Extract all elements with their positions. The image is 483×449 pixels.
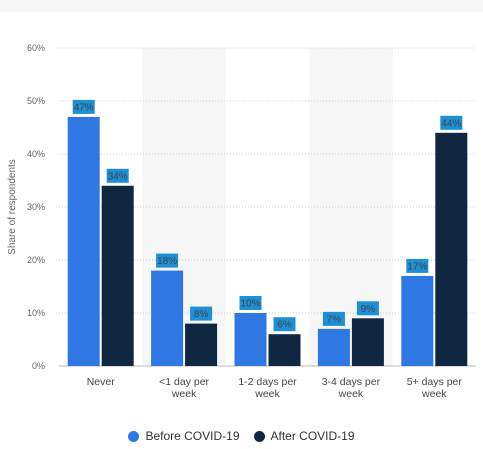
bar xyxy=(268,334,301,366)
x-tick-label: 1-2 days per week xyxy=(238,376,297,400)
bar xyxy=(401,275,434,366)
legend-item-after[interactable]: After COVID-19 xyxy=(253,429,355,443)
y-tick-label: 60% xyxy=(27,43,45,53)
data-label: 7% xyxy=(327,314,342,325)
data-label: 6% xyxy=(277,320,292,331)
data-label: 17% xyxy=(407,261,427,272)
data-label-badge xyxy=(106,168,129,183)
legend-item-before[interactable]: Before COVID-19 xyxy=(128,429,240,443)
x-tick-label-line: Never xyxy=(87,376,116,388)
x-tick-label-line: <1 day per xyxy=(159,376,209,388)
data-label-badge xyxy=(156,253,179,268)
x-tick-label: Never xyxy=(87,376,116,388)
y-tick-label: 50% xyxy=(27,96,45,106)
x-tick-label: <1 day per week xyxy=(159,376,209,400)
x-tick-label-line: week xyxy=(338,388,364,400)
x-tick-label-line: 5+ days per xyxy=(407,376,463,388)
x-tick-label-line: 1-2 days per xyxy=(238,376,297,388)
data-label-badge xyxy=(322,311,345,326)
bar xyxy=(435,132,468,366)
legend-label-before: Before COVID-19 xyxy=(145,429,240,443)
y-tick-label: 30% xyxy=(27,202,45,212)
data-label-badge xyxy=(356,301,379,316)
bars xyxy=(67,116,468,367)
data-label-badge xyxy=(273,317,296,332)
data-label: 34% xyxy=(108,171,128,182)
y-axis: 0% 10% 20% 30% 40% 50% 60% xyxy=(27,43,45,371)
bar xyxy=(351,318,384,366)
data-label-badge xyxy=(239,296,262,310)
bar xyxy=(317,328,350,366)
data-label-badge xyxy=(72,99,95,114)
x-tick-label: 5+ days per week xyxy=(407,376,463,400)
y-axis-title: Share of respondents xyxy=(7,159,18,255)
y-tick-label: 0% xyxy=(32,361,45,371)
x-tick-label-line: week xyxy=(421,388,447,400)
legend-marker-after xyxy=(253,430,265,442)
x-tick-label-line: 3-4 days per xyxy=(322,376,381,388)
x-tick-label-line: week xyxy=(254,388,280,400)
bar-chart: 0% 10% 20% 30% 40% 50% 60% Share of respondent… xyxy=(7,43,476,400)
bar xyxy=(151,270,184,366)
bar xyxy=(185,323,218,366)
y-tick-label: 40% xyxy=(27,149,45,159)
top-bar xyxy=(0,0,483,12)
data-label-badge xyxy=(190,306,213,321)
data-label: 10% xyxy=(240,299,260,310)
data-label: 9% xyxy=(361,304,376,315)
legend: Before COVID-19 After COVID-19 xyxy=(0,426,483,446)
bar xyxy=(234,313,267,366)
data-labels: 47% 34% 18% 8% 10% 6% 7% 9% 17% 44% xyxy=(72,99,463,332)
bar xyxy=(101,185,134,366)
legend-label-after: After COVID-19 xyxy=(270,429,355,443)
data-label-badge xyxy=(406,258,429,273)
data-label: 18% xyxy=(157,256,177,267)
data-label-badge xyxy=(440,115,463,130)
legend-marker-before xyxy=(128,430,140,442)
data-label: 47% xyxy=(74,102,94,113)
data-label: 8% xyxy=(194,309,209,320)
x-tick-label: 3-4 days per week xyxy=(322,376,381,400)
bar xyxy=(67,116,100,367)
data-label: 44% xyxy=(441,118,461,129)
y-tick-label: 10% xyxy=(27,308,45,318)
y-tick-label: 20% xyxy=(27,255,45,265)
x-tick-label-line: week xyxy=(171,388,197,400)
